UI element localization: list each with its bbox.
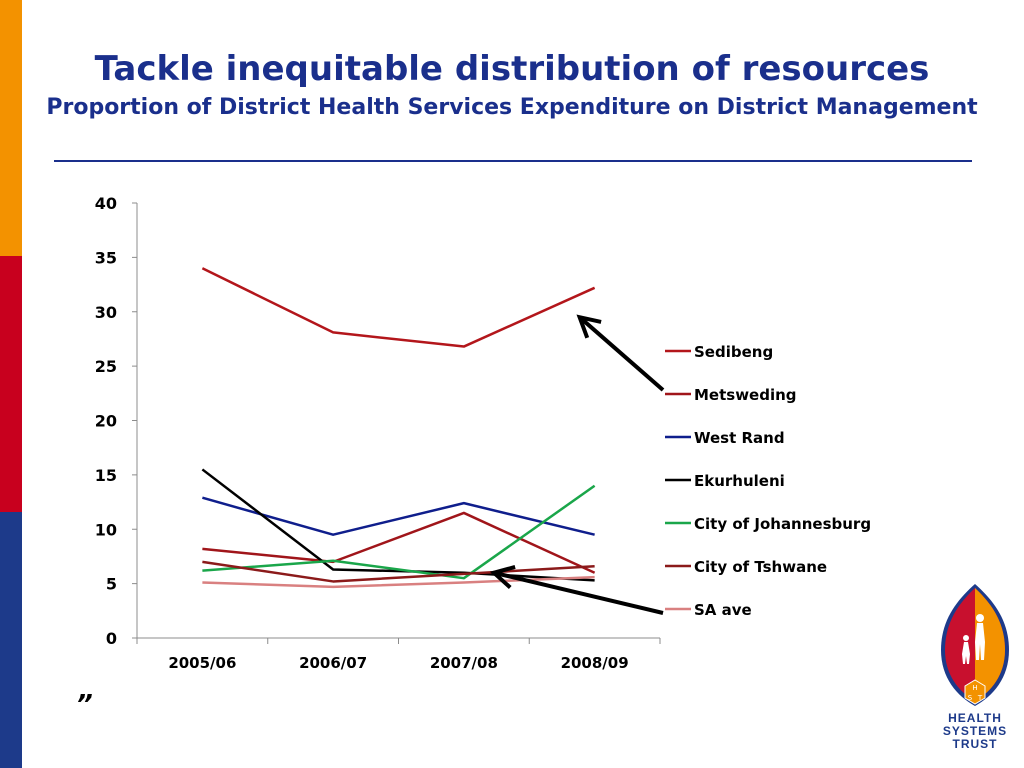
logo-initial-h: H [972, 684, 977, 692]
health-systems-trust-logo: H S T [941, 584, 1009, 706]
chart-legend: Sedibeng Metsweding West Rand Ekurhuleni Cit… [665, 343, 871, 619]
logo-child-head [963, 635, 969, 641]
accent-bar-blue [0, 512, 22, 768]
y-tick-label: 35 [95, 248, 117, 267]
annotation-arrow-shaft [493, 570, 664, 615]
y-tick-label: 15 [95, 466, 117, 485]
slide-title: Tackle inequitable distribution of resou… [94, 49, 930, 89]
x-tick-label: 2005/06 [168, 654, 236, 672]
series-line-sedibeng [201, 267, 596, 348]
accent-bar-orange [0, 0, 22, 256]
y-tick-label: 40 [95, 194, 117, 213]
legend-label-west-rand: West Rand [694, 429, 785, 447]
legend-label-metsweding: Metsweding [694, 386, 797, 404]
annotation-arrow-head [489, 565, 516, 589]
y-tick-label: 30 [95, 303, 117, 322]
series-line-metsweding [202, 511, 596, 574]
y-tick-label: 5 [106, 575, 117, 594]
chart-axes: 0 5 10 15 20 25 30 35 40 2005/06 2006/07 2007/08 200… [95, 194, 661, 672]
logo-text-line-2: SYSTEMS [942, 724, 1008, 738]
x-tick-label: 2006/07 [299, 654, 367, 672]
x-tick-label: 2008/09 [561, 654, 629, 672]
logo-child-figure [962, 642, 970, 664]
x-tick-label: 2007/08 [430, 654, 498, 672]
annotation-arrow-shaft [578, 315, 665, 392]
legend-label-sedibeng: Sedibeng [694, 343, 773, 361]
logo-initial-s: S [968, 694, 973, 702]
footnote-mark: ” [76, 690, 93, 720]
logo-hexagon [964, 679, 986, 705]
legend-label-sa-ave: SA ave [694, 601, 752, 619]
series-line-west-rand [202, 496, 595, 536]
accent-bar-red [0, 256, 22, 512]
chart-series-lines [201, 267, 596, 589]
slide-subtitle: Proportion of District Health Services E… [46, 95, 978, 120]
title-divider [54, 160, 972, 162]
logo-text-line-1: HEALTH [948, 711, 1002, 725]
annotation-arrow-head [576, 314, 602, 339]
y-tick-label: 10 [95, 520, 117, 539]
chart-annotation-arrows [489, 314, 665, 615]
logo-text-line-3: TRUST [952, 737, 998, 751]
legend-label-city-of-johannesburg: City of Johannesburg [694, 515, 871, 533]
series-line-city-of-johannesburg [202, 484, 596, 580]
y-tick-label: 0 [106, 629, 117, 648]
series-line-city-of-tshwane [202, 560, 595, 583]
logo-adult-head [976, 614, 984, 622]
y-tick-label: 20 [95, 412, 117, 431]
series-line-ekurhuleni [201, 468, 595, 582]
y-tick-label: 25 [95, 357, 117, 376]
logo-initial-t: T [977, 694, 983, 702]
logo-adult-figure [975, 623, 985, 660]
legend-label-ekurhuleni: Ekurhuleni [694, 472, 785, 490]
legend-label-city-of-tshwane: City of Tshwane [694, 558, 827, 576]
